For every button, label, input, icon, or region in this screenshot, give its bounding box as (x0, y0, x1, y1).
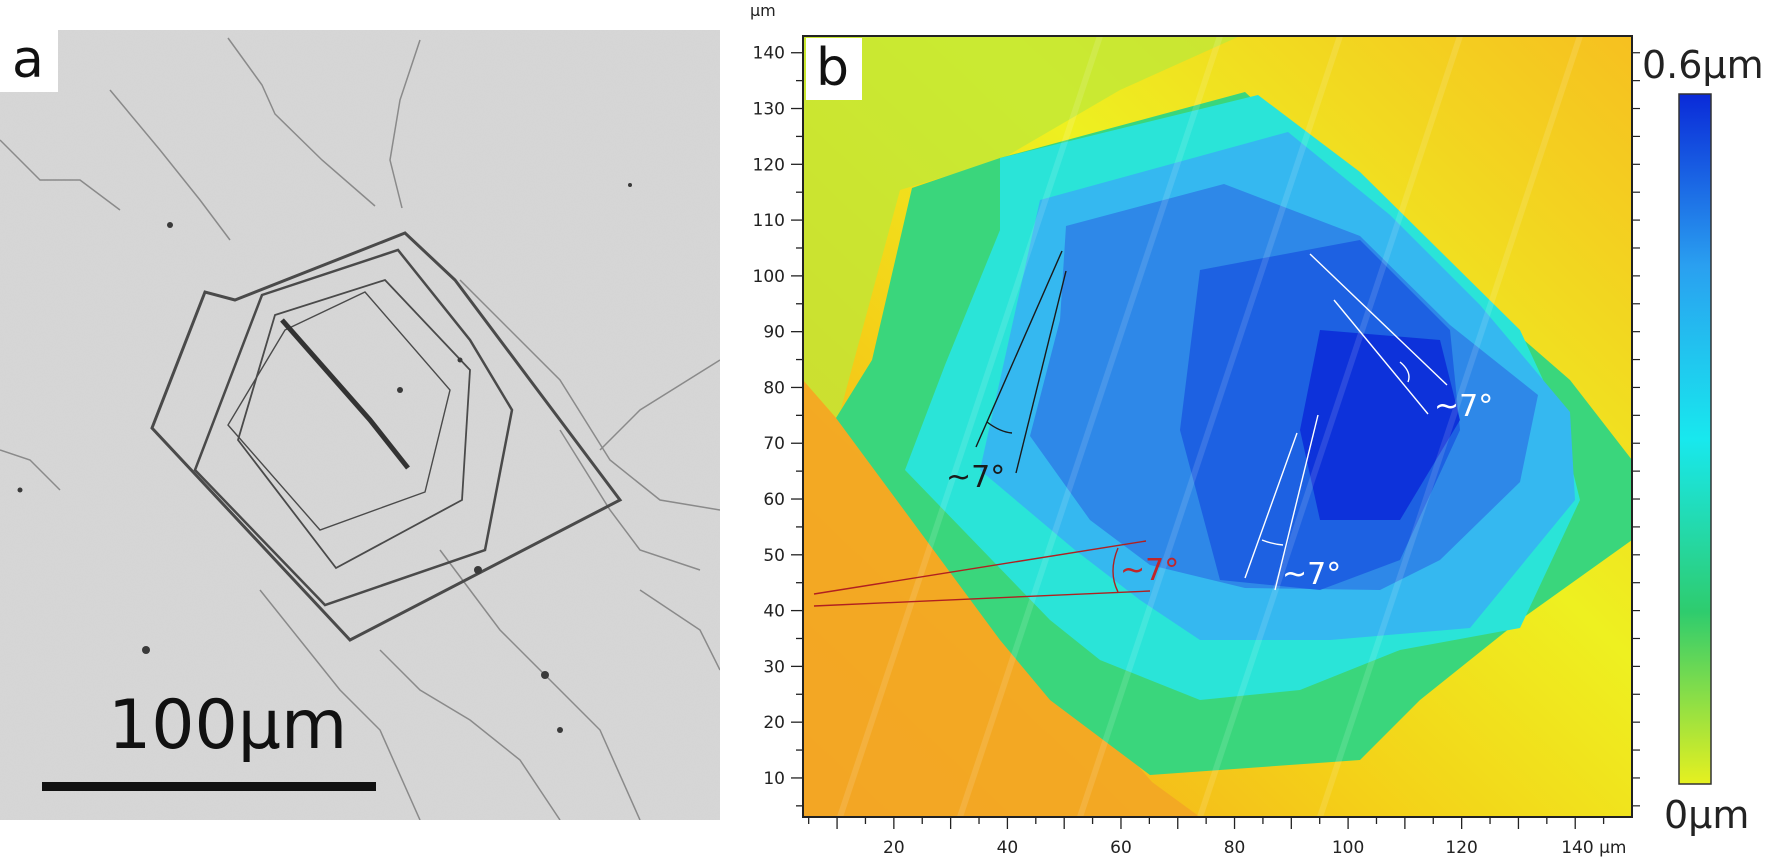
angle-label-black: ~7° (946, 460, 1005, 495)
x-tick-label: 80 (1224, 838, 1246, 857)
x-tick-label: 140 μm (1561, 838, 1626, 857)
x-tick-label: 40 (997, 838, 1019, 857)
scale-bar-label: 100μm (108, 686, 348, 765)
colorbar-min-label: 0μm (1664, 793, 1750, 837)
y-tick-label: 90 (763, 323, 785, 343)
y-tick-label: 40 (763, 602, 785, 622)
angle-annotation-lines (813, 250, 1448, 607)
panel-a-label: a (0, 30, 58, 92)
colorbar (1678, 93, 1712, 785)
height-map (803, 36, 1632, 817)
colorbar-max-label: 0.6μm (1642, 43, 1764, 87)
x-tick-label: 20 (883, 838, 905, 857)
specks (17, 183, 632, 733)
y-tick-label: 80 (763, 378, 785, 398)
angle-label-red: ~7° (1120, 553, 1179, 588)
y-tick-label: 50 (763, 546, 785, 566)
y-tick-label: 70 (763, 434, 785, 454)
white-angle-lines-upper (1309, 253, 1448, 415)
y-axis-unit: μm (750, 1, 776, 20)
angle-label-white-upper: ~7° (1434, 389, 1493, 424)
panel-b-label: b (806, 38, 862, 100)
white-angle-lines-lower (1244, 414, 1319, 591)
red-angle-lines (813, 540, 1151, 607)
x-tick-label: 100 (1332, 838, 1364, 857)
y-tick-label: 100 (753, 267, 785, 287)
central-defect-line (280, 318, 410, 470)
angle-labels: ~7° ~7° ~7° ~7° (946, 389, 1493, 592)
micrograph-drawing (0, 30, 720, 820)
black-angle-lines (975, 250, 1067, 474)
crack-lines (0, 37, 720, 820)
y-tick-label: 20 (763, 713, 785, 733)
angle-label-white-lower: ~7° (1282, 557, 1341, 592)
y-tick-label: 30 (763, 657, 785, 677)
y-tick-label: 110 (753, 211, 785, 231)
x-tick-label: 120 (1445, 838, 1477, 857)
y-tick-label: 60 (763, 490, 785, 510)
x-tick-label: 60 (1110, 838, 1132, 857)
y-tick-label: 120 (753, 155, 785, 175)
hexagon-rings (150, 231, 623, 642)
plot-frame (802, 35, 1633, 818)
x-axis: 20 40 60 80 100 120 140 μm (808, 817, 1626, 857)
optical-micrograph (0, 30, 720, 820)
scale-bar (42, 782, 376, 791)
y-tick-label: 140 (753, 44, 785, 64)
y-tick-label: 10 (763, 769, 785, 789)
y-tick-label: 130 (753, 100, 785, 120)
y-axis: 10 20 30 40 50 60 70 80 90 100 110 120 130 140 (753, 44, 1640, 807)
